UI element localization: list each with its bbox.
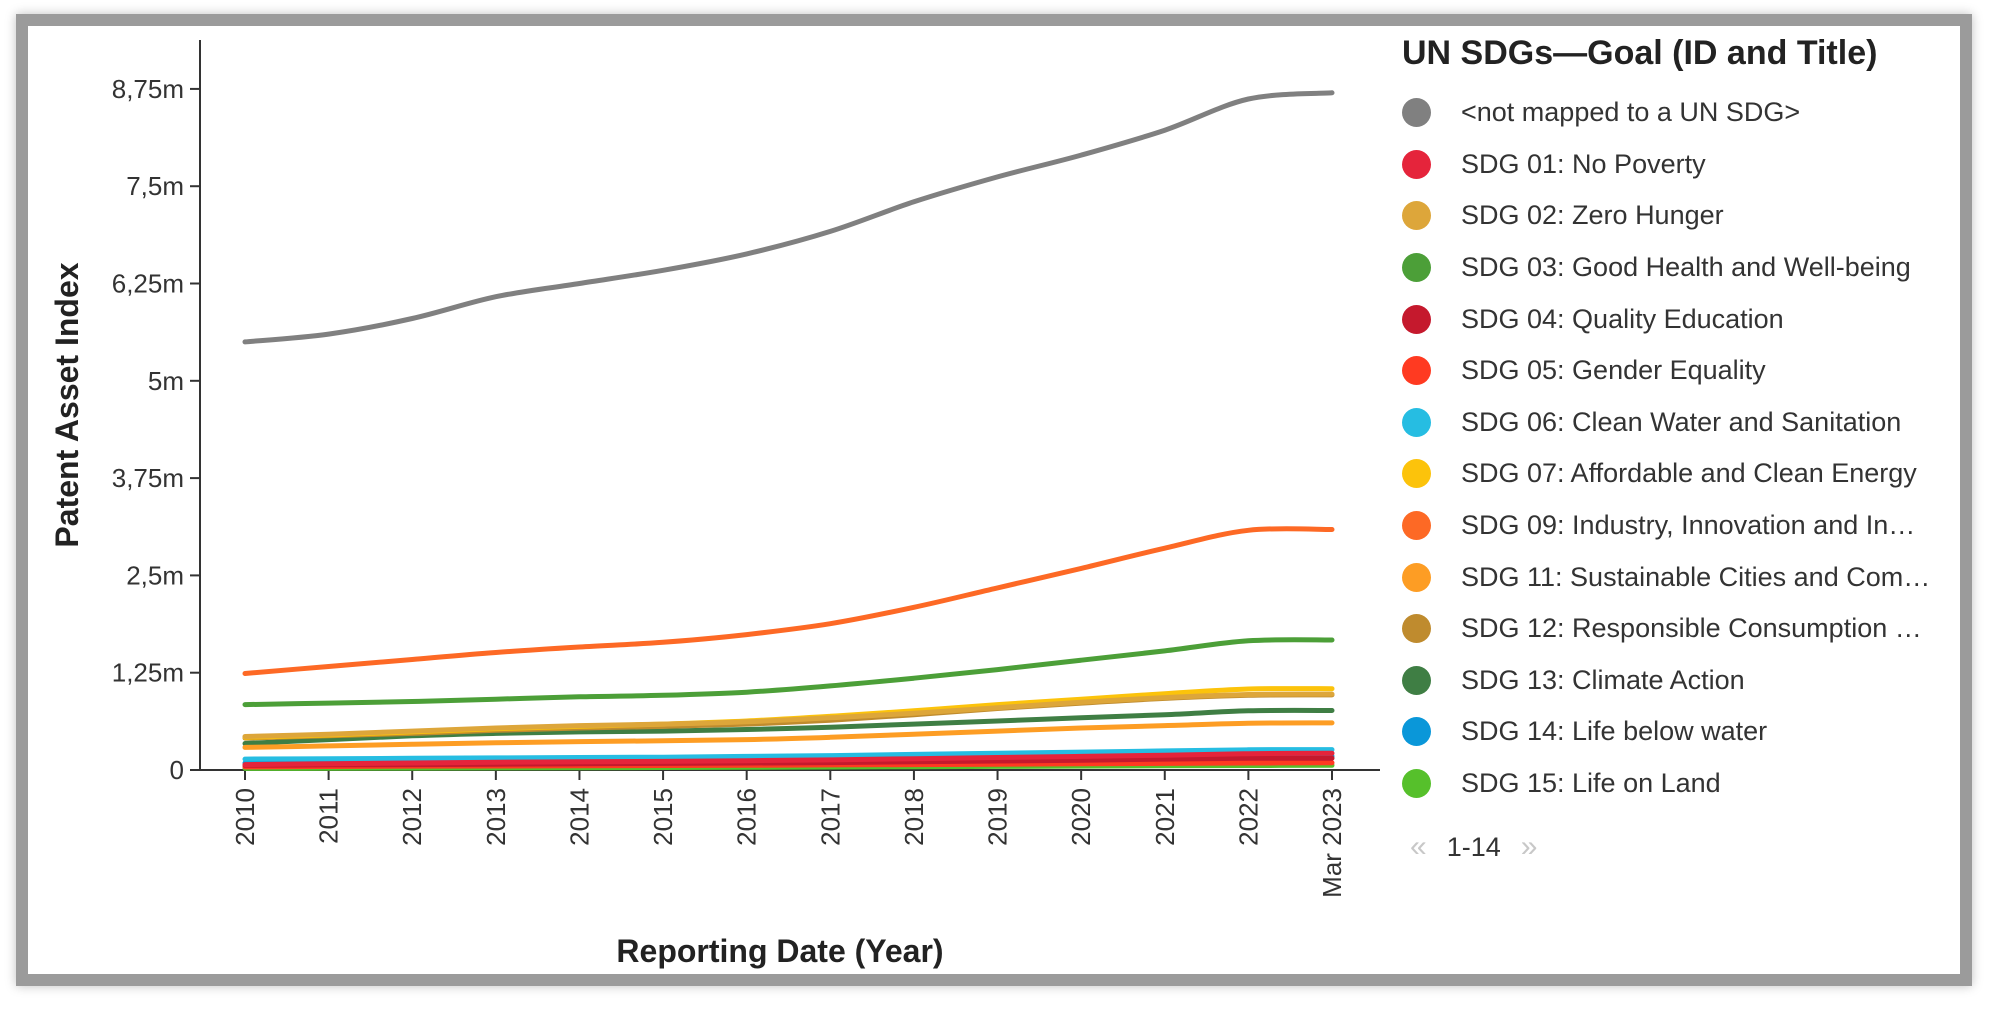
x-tick-label: 2022 xyxy=(1233,788,1263,846)
y-axis-label: Patent Asset Index xyxy=(49,262,85,547)
x-tick-label: 2019 xyxy=(983,788,1013,846)
legend-item[interactable]: SDG 12: Responsible Consumption … xyxy=(1402,603,1962,655)
chevrons-left-icon[interactable]: « xyxy=(1410,830,1427,863)
y-tick-label: 6,25m xyxy=(112,269,184,299)
legend-color-dot-icon xyxy=(1402,149,1431,179)
legend-color-dot-icon xyxy=(1402,407,1431,437)
y-tick-label: 1,25m xyxy=(112,658,184,688)
legend-color-dot-icon xyxy=(1402,459,1431,489)
x-tick-label: 2010 xyxy=(230,788,260,846)
series-line[interactable] xyxy=(242,691,1335,739)
pager-range: 1-14 xyxy=(1446,831,1501,862)
legend-color-dot-icon xyxy=(1402,562,1431,592)
legend-item[interactable]: SDG 14: Life below water xyxy=(1402,706,1962,758)
y-tick-label: 5m xyxy=(148,366,184,396)
y-tick-label: 0 xyxy=(170,755,184,785)
legend-item-label: SDG 15: Life on Land xyxy=(1461,768,1721,799)
legend-item[interactable]: SDG 07: Affordable and Clean Energy xyxy=(1402,448,1962,500)
series-line[interactable] xyxy=(242,90,1335,345)
y-tick-label: 3,75m xyxy=(112,463,184,493)
legend-items: <not mapped to a UN SDG> SDG 01: No Pover… xyxy=(1402,87,1962,809)
legend-item-label: SDG 02: Zero Hunger xyxy=(1461,200,1724,231)
legend-color-dot-icon xyxy=(1402,356,1431,386)
legend-color-dot-icon xyxy=(1402,665,1431,695)
y-tick-label: 8,75m xyxy=(112,74,184,104)
legend-color-dot-icon xyxy=(1402,304,1431,334)
legend-item-label: SDG 07: Affordable and Clean Energy xyxy=(1461,458,1917,489)
legend-item-label: SDG 05: Gender Equality xyxy=(1461,355,1766,386)
x-axis: 2010 2011 2012 2013 2014 2015 2016 2017 2018 2019… xyxy=(200,769,1380,898)
legend-item[interactable]: SDG 05: Gender Equality xyxy=(1402,345,1962,397)
x-tick-label: 2013 xyxy=(481,788,511,846)
legend-color-dot-icon xyxy=(1402,201,1431,231)
legend-item[interactable]: SDG 06: Clean Water and Sanitation xyxy=(1402,397,1962,449)
legend-color-dot-icon xyxy=(1402,511,1431,541)
legend-item-label: SDG 13: Climate Action xyxy=(1461,664,1745,695)
legend-item[interactable]: SDG 01: No Poverty xyxy=(1402,139,1962,191)
x-tick-label: 2011 xyxy=(314,788,344,844)
x-tick-label: 2020 xyxy=(1066,788,1096,846)
chevrons-right-icon[interactable]: » xyxy=(1520,830,1538,863)
x-tick-label: 2015 xyxy=(648,788,678,846)
x-tick-label: 2018 xyxy=(899,788,929,846)
x-tick-label: 2017 xyxy=(815,788,845,846)
x-tick-label: Mar 2023 xyxy=(1317,788,1347,898)
x-tick-label: 2014 xyxy=(564,788,594,846)
legend-item-label: <not mapped to a UN SDG> xyxy=(1461,97,1801,128)
series-line[interactable] xyxy=(242,720,1335,750)
legend-color-dot-icon xyxy=(1402,614,1431,644)
legend-item[interactable]: <not mapped to a UN SDG> xyxy=(1402,87,1962,139)
x-axis-label: Reporting Date (Year) xyxy=(616,933,943,969)
legend-item[interactable]: SDG 13: Climate Action xyxy=(1402,655,1962,707)
legend-item[interactable]: SDG 11: Sustainable Cities and Com… xyxy=(1402,551,1962,603)
legend-item-label: SDG 03: Good Health and Well-being xyxy=(1461,252,1911,283)
x-tick-label: 2016 xyxy=(732,788,762,846)
legend-item[interactable]: SDG 15: Life on Land xyxy=(1402,758,1962,810)
y-tick-label: 2,5m xyxy=(126,560,184,590)
legend-item[interactable]: SDG 02: Zero Hunger xyxy=(1402,190,1962,242)
y-tick-label: 7,5m xyxy=(126,171,184,201)
series-line[interactable] xyxy=(242,637,1335,708)
legend-item-label: SDG 04: Quality Education xyxy=(1461,303,1784,334)
legend-title: UN SDGs—Goal (ID and Title) xyxy=(1402,34,1878,72)
series-line[interactable] xyxy=(242,750,1335,768)
legend-color-dot-icon xyxy=(1402,769,1431,799)
legend-color-dot-icon xyxy=(1402,98,1431,128)
series-layer xyxy=(242,90,1335,771)
legend-item-label: SDG 06: Clean Water and Sanitation xyxy=(1461,406,1902,437)
legend-pager: « 1-14 » xyxy=(1410,830,1537,864)
series-line[interactable] xyxy=(242,747,1335,762)
legend-item[interactable]: SDG 09: Industry, Innovation and In… xyxy=(1402,500,1962,552)
legend-item-label: SDG 12: Responsible Consumption … xyxy=(1461,613,1922,644)
legend-item[interactable]: SDG 04: Quality Education xyxy=(1402,293,1962,345)
x-tick-label: 2021 xyxy=(1150,788,1180,846)
x-tick-label: 2012 xyxy=(397,788,427,846)
series-line[interactable] xyxy=(242,526,1335,676)
legend-item-label: SDG 11: Sustainable Cities and Com… xyxy=(1461,561,1931,592)
legend-item[interactable]: SDG 03: Good Health and Well-being xyxy=(1402,242,1962,294)
legend-color-dot-icon xyxy=(1402,253,1431,283)
legend-item-label: SDG 14: Life below water xyxy=(1461,716,1768,747)
legend-item-label: SDG 01: No Poverty xyxy=(1461,148,1706,179)
legend-item-label: SDG 09: Industry, Innovation and In… xyxy=(1461,510,1916,541)
legend-color-dot-icon xyxy=(1402,717,1431,747)
y-axis: 0 1,25m 2,5m 3,75m 5m 6,25m 7,5m 8,75m xyxy=(112,40,201,785)
legend: UN SDGs—Goal (ID and Title) <not mapped … xyxy=(1402,34,1962,809)
